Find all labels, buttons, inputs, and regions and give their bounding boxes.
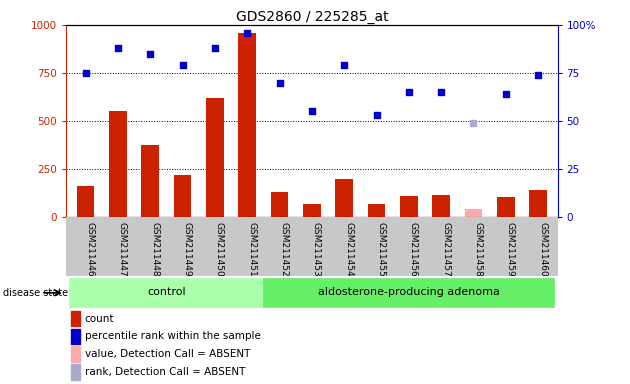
Point bbox=[307, 108, 317, 114]
Point bbox=[113, 45, 123, 51]
Bar bbox=[71, 311, 80, 326]
Bar bbox=[71, 346, 80, 362]
Bar bbox=[238, 33, 256, 217]
Point bbox=[275, 79, 285, 86]
Point bbox=[145, 51, 155, 57]
Title: GDS2860 / 225285_at: GDS2860 / 225285_at bbox=[236, 10, 388, 24]
Text: aldosterone-producing adenoma: aldosterone-producing adenoma bbox=[318, 287, 500, 297]
Point bbox=[372, 112, 382, 118]
Bar bbox=[77, 186, 94, 217]
Bar bbox=[206, 98, 224, 217]
Text: rank, Detection Call = ABSENT: rank, Detection Call = ABSENT bbox=[85, 367, 245, 377]
Text: GSM211457: GSM211457 bbox=[441, 222, 450, 276]
Text: GSM211458: GSM211458 bbox=[474, 222, 483, 276]
Bar bbox=[335, 179, 353, 217]
Text: value, Detection Call = ABSENT: value, Detection Call = ABSENT bbox=[85, 349, 250, 359]
Bar bbox=[529, 190, 547, 217]
Text: GSM211455: GSM211455 bbox=[377, 222, 386, 276]
Bar bbox=[141, 145, 159, 217]
Text: GSM211453: GSM211453 bbox=[312, 222, 321, 276]
Point bbox=[81, 70, 91, 76]
Point bbox=[210, 45, 220, 51]
Bar bbox=[464, 209, 483, 217]
Point bbox=[501, 91, 511, 97]
Point bbox=[404, 89, 414, 95]
Bar bbox=[400, 196, 418, 217]
Text: GSM211460: GSM211460 bbox=[538, 222, 547, 276]
Bar bbox=[497, 197, 515, 217]
Bar bbox=[368, 204, 386, 217]
Point bbox=[469, 120, 479, 126]
Bar bbox=[263, 278, 554, 308]
Bar bbox=[432, 195, 450, 217]
Point bbox=[436, 89, 446, 95]
Point bbox=[242, 30, 252, 36]
Text: GSM211450: GSM211450 bbox=[215, 222, 224, 276]
Text: GSM211451: GSM211451 bbox=[247, 222, 256, 276]
Bar bbox=[303, 204, 321, 217]
Text: GSM211456: GSM211456 bbox=[409, 222, 418, 276]
Point bbox=[178, 62, 188, 68]
Bar bbox=[109, 111, 127, 217]
Text: GSM211447: GSM211447 bbox=[118, 222, 127, 276]
Point bbox=[533, 72, 543, 78]
Bar bbox=[71, 364, 80, 380]
Text: GSM211449: GSM211449 bbox=[183, 222, 192, 276]
Bar bbox=[69, 278, 263, 308]
Text: disease state: disease state bbox=[3, 288, 68, 298]
Bar bbox=[174, 175, 192, 217]
Text: GSM211446: GSM211446 bbox=[86, 222, 94, 276]
Text: percentile rank within the sample: percentile rank within the sample bbox=[85, 331, 261, 341]
Text: count: count bbox=[85, 314, 114, 324]
Text: GSM211454: GSM211454 bbox=[344, 222, 353, 276]
Bar bbox=[71, 329, 80, 344]
Text: control: control bbox=[147, 287, 186, 297]
Text: GSM211448: GSM211448 bbox=[150, 222, 159, 276]
Text: GSM211459: GSM211459 bbox=[506, 222, 515, 276]
Text: GSM211452: GSM211452 bbox=[280, 222, 289, 276]
Point bbox=[339, 62, 349, 68]
Bar bbox=[271, 192, 289, 217]
